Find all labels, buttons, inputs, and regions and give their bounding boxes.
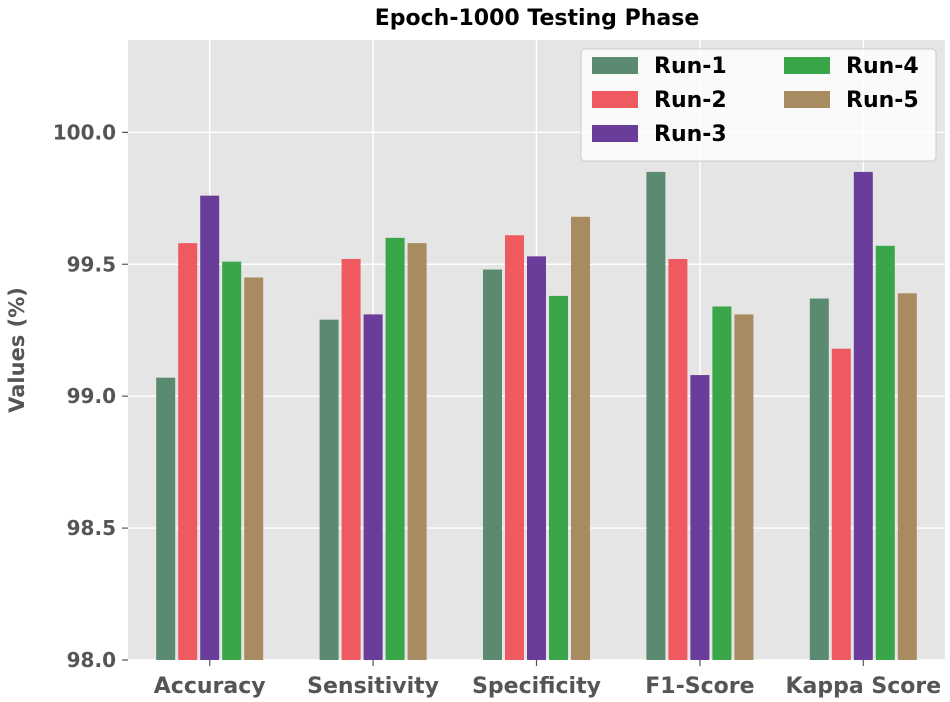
x-tick-label: Specificity [472,674,601,699]
chart-title: Epoch-1000 Testing Phase [375,6,700,31]
bar-run-2-specificity [505,235,524,660]
y-tick-label: 100.0 [53,120,116,144]
y-tick-label: 98.0 [67,648,116,672]
legend-label-run-5: Run-5 [846,88,919,113]
bar-run-2-kappa-score [831,348,851,660]
legend-label-run-1: Run-1 [654,54,727,79]
bar-run-3-specificity [527,256,546,660]
legend-label-run-2: Run-2 [654,88,727,113]
y-tick-label: 99.0 [67,384,116,408]
legend-swatch-run-1 [592,57,638,74]
legend-swatch-run-2 [592,91,638,108]
bar-run-5-f1-score [734,314,754,660]
y-axis-label: Values (%) [5,287,29,413]
bar-run-2-accuracy [178,243,198,661]
bar-run-4-sensitivity [385,237,405,660]
bar-run-3-accuracy [200,195,220,660]
bar-run-4-accuracy [222,261,242,660]
x-axis-ticks: Accuracy Sensitivity Specificity F1-Score Ka… [154,660,941,699]
bar-run-2-sensitivity [341,258,361,660]
bar-run-3-sensitivity [363,314,383,660]
bar-run-1-specificity [483,269,502,660]
bar-run-5-specificity [571,216,590,660]
x-tick-label: Kappa Score [785,674,941,699]
bar-run-4-kappa-score [875,245,895,660]
legend-swatch-run-3 [592,125,638,142]
y-tick-label: 99.5 [67,252,116,276]
bar-run-3-f1-score [690,375,710,660]
bar-run-5-sensitivity [407,243,427,661]
bar-run-5-kappa-score [897,293,917,660]
bar-run-2-f1-score [668,258,688,660]
legend-label-run-3: Run-3 [654,122,727,147]
x-tick-label: Accuracy [154,674,266,699]
bar-run-1-accuracy [156,377,176,660]
bar-run-1-kappa-score [809,298,829,660]
legend-label-run-4: Run-4 [846,54,919,79]
legend: Run-1 Run-2 Run-3 Run-4 Run-5 [580,48,937,162]
y-tick-label: 98.5 [67,516,116,540]
bar-run-4-specificity [549,295,568,660]
bar-run-1-f1-score [646,171,666,660]
legend-frame [580,48,937,162]
x-tick-label: F1-Score [645,674,754,699]
bars [156,171,917,661]
bar-run-4-f1-score [712,306,732,660]
legend-swatch-run-5 [784,91,830,108]
legend-swatch-run-4 [784,57,830,74]
y-axis-ticks: 98.0 98.5 99.0 99.5 100.0 [53,120,128,672]
bar-run-5-accuracy [244,277,264,660]
bar-run-1-sensitivity [319,319,339,660]
x-tick-label: Sensitivity [307,674,439,699]
bar-run-3-kappa-score [853,171,873,660]
